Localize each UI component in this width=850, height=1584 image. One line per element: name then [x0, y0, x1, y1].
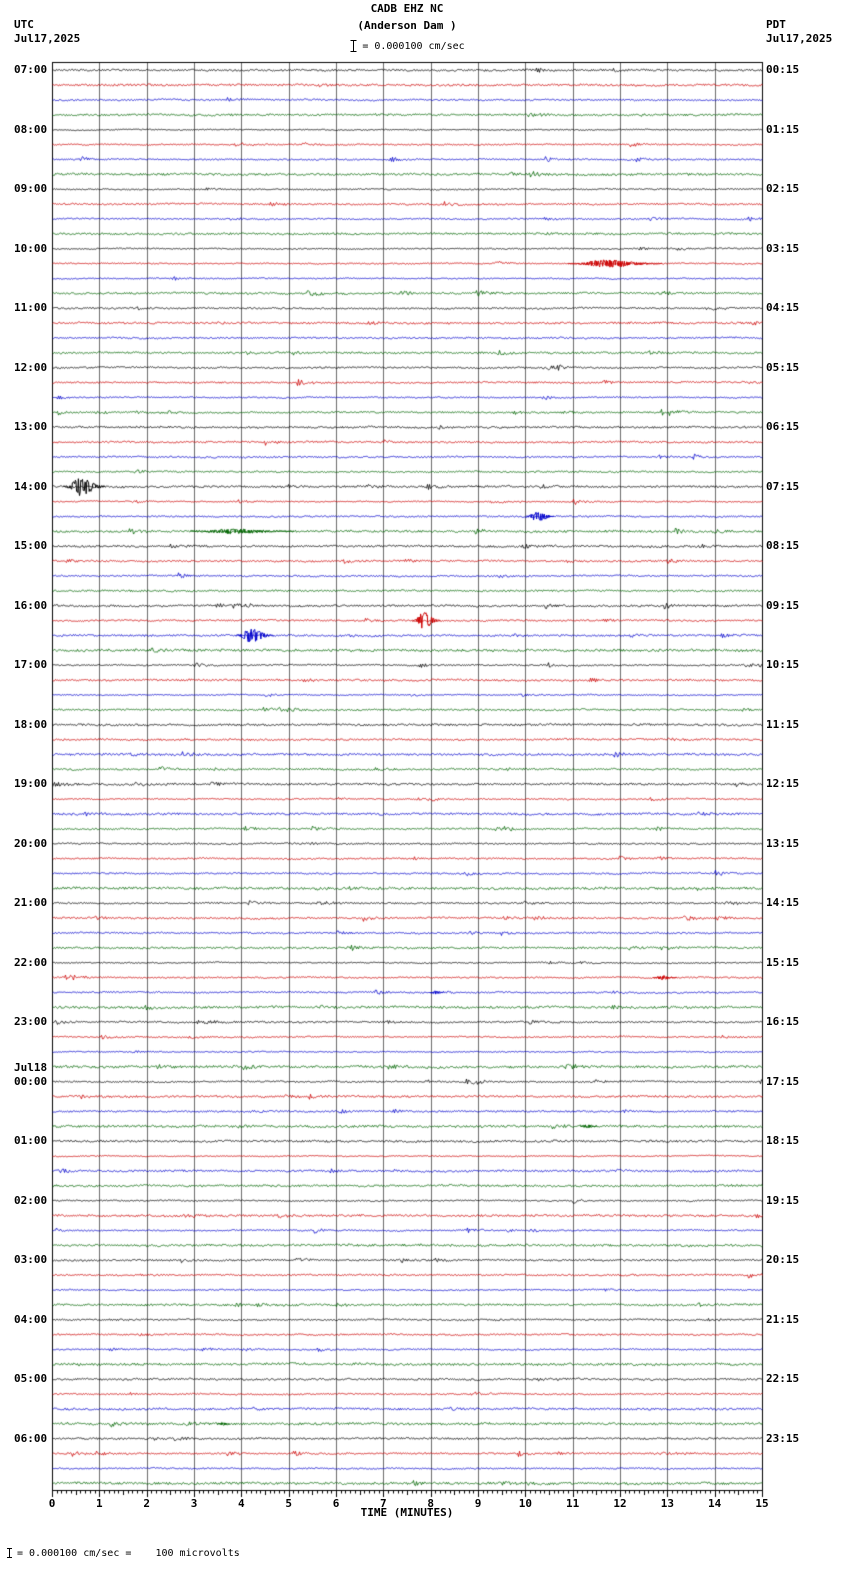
pdt-time-label: 00:15 — [766, 63, 800, 77]
pdt-time-label: 07:15 — [766, 479, 800, 493]
utc-time-label: 04:00 — [14, 1312, 48, 1326]
pdt-time-label: 16:15 — [766, 1015, 800, 1029]
utc-time-label: 20:00 — [14, 836, 48, 850]
pdt-time-label: 19:15 — [766, 1193, 800, 1207]
utc-time-label: 06:00 — [14, 1431, 48, 1445]
utc-time-label: 21:00 — [14, 896, 48, 910]
utc-time-label: 09:00 — [14, 182, 48, 196]
utc-time-label: 17:00 — [14, 658, 48, 672]
utc-time-label: 23:00 — [14, 1015, 48, 1029]
x-tick-label: 5 — [285, 1497, 292, 1510]
pdt-time-label: 02:15 — [766, 182, 800, 196]
x-tick-label: 15 — [755, 1497, 769, 1510]
date-change-label: Jul18 — [14, 1060, 48, 1074]
scale-bar-icon — [7, 1548, 12, 1558]
utc-time-label: 07:00 — [14, 63, 48, 77]
utc-time-label: 15:00 — [14, 539, 48, 553]
station-title: CADB EHZ NC — [370, 2, 444, 15]
utc-time-label: 02:00 — [14, 1193, 48, 1207]
pdt-time-label: 14:15 — [766, 896, 800, 910]
x-tick-label: 4 — [238, 1497, 245, 1510]
utc-time-label: 19:00 — [14, 777, 48, 791]
pdt-time-label: 22:15 — [766, 1372, 800, 1386]
pdt-time-label: 01:15 — [766, 122, 800, 136]
pdt-time-label: 15:15 — [766, 955, 800, 969]
x-tick-label: 13 — [660, 1497, 674, 1510]
pdt-time-label: 04:15 — [766, 301, 800, 315]
pdt-time-label: 12:15 — [766, 777, 800, 791]
x-tick-label: 7 — [380, 1497, 387, 1510]
scale-bar-icon — [350, 40, 357, 52]
utc-time-label: 08:00 — [14, 122, 48, 136]
footer-scale-text: = 0.000100 cm/sec = 100 microvolts — [17, 1547, 240, 1559]
pdt-time-label: 17:15 — [766, 1074, 800, 1088]
utc-date-label: Jul17,2025 — [14, 32, 81, 45]
amplitude-scale: = 0.000100 cm/sec — [0, 39, 814, 53]
x-tick-label: 12 — [613, 1497, 627, 1510]
utc-time-label: 11:00 — [14, 301, 48, 315]
x-tick-label: 0 — [48, 1497, 56, 1510]
utc-time-label: 10:00 — [14, 241, 48, 255]
utc-time-label: 03:00 — [14, 1253, 48, 1267]
pdt-time-label: 21:15 — [766, 1312, 800, 1326]
scale-label: = 0.000100 cm/sec — [362, 40, 465, 52]
pdt-time-label: 09:15 — [766, 598, 800, 612]
pdt-date-label: Jul17,2025 — [766, 32, 833, 45]
utc-time-label: 12:00 — [14, 360, 48, 374]
x-axis-title: TIME (MINUTES) — [360, 1506, 454, 1519]
x-tick-label: 11 — [566, 1497, 580, 1510]
x-tick-label: 1 — [96, 1497, 103, 1510]
pdt-time-label: 03:15 — [766, 241, 800, 255]
pdt-time-label: 13:15 — [766, 836, 800, 850]
x-tick-label: 9 — [474, 1497, 482, 1510]
x-tick-label: 10 — [518, 1497, 532, 1510]
x-tick-label: 3 — [190, 1497, 198, 1510]
utc-tz-label: UTC — [14, 18, 34, 31]
pdt-time-label: 11:15 — [766, 717, 800, 731]
pdt-tz-label: PDT — [766, 18, 786, 31]
utc-time-label: 16:00 — [14, 598, 48, 612]
pdt-time-label: 18:15 — [766, 1134, 800, 1148]
utc-time-label: 22:00 — [14, 955, 48, 969]
utc-time-label: 18:00 — [14, 717, 48, 731]
x-tick-label: 8 — [427, 1497, 434, 1510]
pdt-time-label: 10:15 — [766, 658, 800, 672]
x-tick-label: 14 — [708, 1497, 722, 1510]
utc-time-label: 00:00 — [14, 1074, 48, 1088]
x-tick-label: 2 — [143, 1497, 150, 1510]
x-tick-label: 6 — [332, 1497, 340, 1510]
pdt-time-label: 20:15 — [766, 1253, 800, 1267]
pdt-time-label: 05:15 — [766, 360, 800, 374]
utc-time-label: 13:00 — [14, 420, 48, 434]
station-location: (Anderson Dam ) — [357, 19, 457, 32]
pdt-time-label: 06:15 — [766, 420, 800, 434]
utc-time-label: 14:00 — [14, 479, 48, 493]
footer-scale-note: = 0.000100 cm/sec = 100 microvolts — [6, 1547, 240, 1559]
utc-time-label: 05:00 — [14, 1372, 48, 1386]
pdt-time-label: 08:15 — [766, 539, 800, 553]
pdt-time-label: 23:15 — [766, 1431, 800, 1445]
utc-time-label: 01:00 — [14, 1134, 48, 1148]
